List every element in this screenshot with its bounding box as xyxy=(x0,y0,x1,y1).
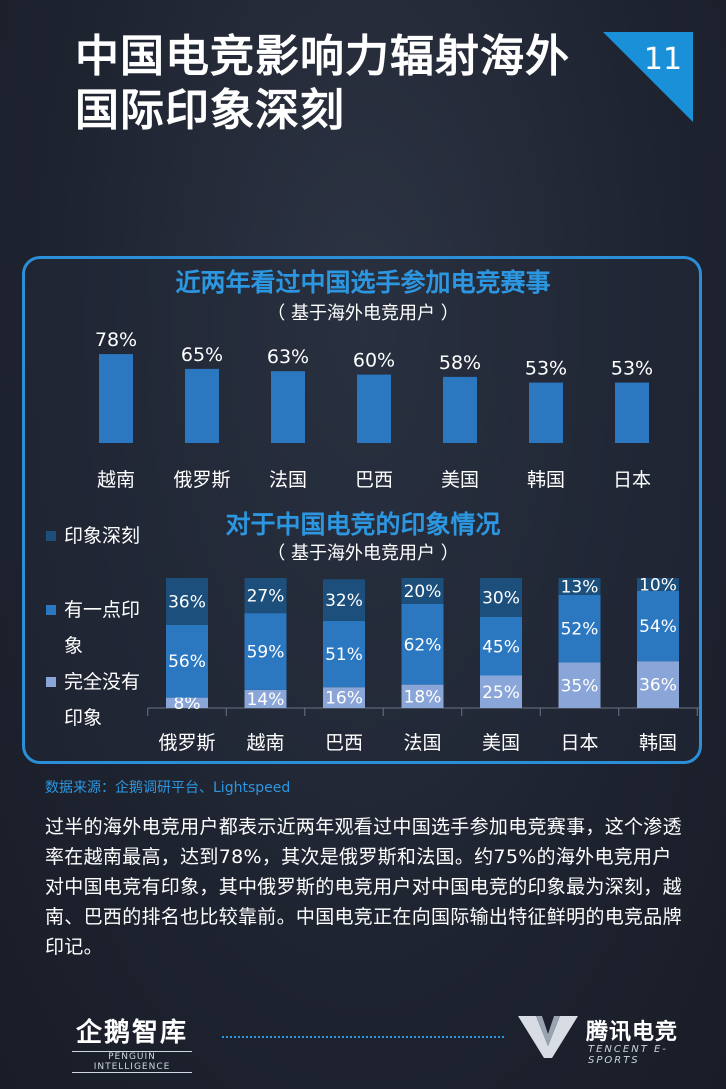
legend-swatch xyxy=(46,677,56,687)
bar-value-label: 53% xyxy=(611,358,653,380)
bar-7 xyxy=(615,382,649,443)
chart1-title: 近两年看过中国选手参加电竞赛事 xyxy=(175,268,550,297)
segment-value-label: 62% xyxy=(404,635,442,655)
segment-value-label: 25% xyxy=(482,683,520,703)
segment-value-label: 30% xyxy=(482,589,520,609)
bar-3 xyxy=(271,371,305,443)
bar-value-label: 63% xyxy=(267,346,309,368)
bar-4 xyxy=(357,374,391,443)
segment-value-label: 16% xyxy=(325,689,363,709)
legend-label: 印象深刻 xyxy=(64,525,140,547)
tencent-esports-text: 腾讯电竞 xyxy=(586,1020,679,1045)
stack-segment-1 xyxy=(637,661,679,708)
stack-segment-2 xyxy=(323,620,365,688)
tencent-esports-icon xyxy=(518,1016,578,1058)
stack-segment-2 xyxy=(401,604,444,685)
category-label: 日本 xyxy=(613,469,651,491)
segment-value-label: 36% xyxy=(168,592,206,612)
stack-segment-3 xyxy=(480,578,522,617)
chart-impression: 对于中国电竞的印象情况 （ 基于海外电竞用户 ） 印象深刻有一点印象完全没有印象… xyxy=(46,510,700,754)
segment-value-label: 14% xyxy=(247,690,285,710)
stack-segment-2 xyxy=(558,594,601,663)
tencent-esports-sub: TENCENT E-SPORTS xyxy=(588,1044,668,1066)
chart2-subtitle: （ 基于海外电竞用户 ） xyxy=(267,543,458,564)
stack-segment-3 xyxy=(401,578,444,604)
body-text: 过半的海外电竞用户都表示近两年观看过中国选手参加电竞赛事，这个渗透率在越南最高，… xyxy=(45,816,682,958)
segment-value-label: 27% xyxy=(247,587,285,607)
data-source: 数据来源：企鹅调研平台、Lightspeed xyxy=(45,780,291,796)
stack-segment-1 xyxy=(401,684,444,708)
tencent-esports-logo: 腾讯电竞 TENCENT E-SPORTS xyxy=(516,1012,706,1066)
bar-value-label: 53% xyxy=(525,358,567,380)
legend-swatch xyxy=(46,605,56,615)
category-label: 俄罗斯 xyxy=(173,469,230,491)
segment-value-label: 8% xyxy=(174,694,201,714)
category-label: 韩国 xyxy=(639,732,677,754)
segment-value-label: 35% xyxy=(561,676,599,696)
bar-6 xyxy=(529,382,563,443)
category-label: 日本 xyxy=(560,732,598,754)
bar-value-label: 58% xyxy=(439,352,481,374)
category-label: 美国 xyxy=(441,469,479,491)
bar-2 xyxy=(185,368,219,443)
penguin-logo-text: 企鹅智库 xyxy=(75,1018,188,1048)
stack-segment-2 xyxy=(480,617,522,676)
stack-segment-3 xyxy=(558,578,601,595)
stack-segment-3 xyxy=(244,578,287,614)
stack-segment-2 xyxy=(637,591,679,662)
category-label: 美国 xyxy=(482,732,520,754)
category-label: 越南 xyxy=(97,469,135,491)
category-label: 巴西 xyxy=(355,469,393,491)
footer-divider xyxy=(222,1036,504,1038)
legend-label: 有一点印象 xyxy=(64,599,140,657)
bar-value-label: 60% xyxy=(353,350,395,372)
category-label: 巴西 xyxy=(325,732,363,754)
stack-segment-1 xyxy=(244,689,287,708)
bar-value-label: 78% xyxy=(95,329,137,351)
page-title: 中国电竞影响力辐射海外国际印象深刻 xyxy=(75,31,570,136)
segment-value-label: 45% xyxy=(482,637,520,657)
stack-segment-1 xyxy=(480,675,522,708)
segment-value-label: 13% xyxy=(561,577,599,597)
segment-value-label: 36% xyxy=(639,676,677,696)
category-label: 法国 xyxy=(269,469,307,491)
page-number: 11 xyxy=(643,42,683,77)
segment-value-label: 59% xyxy=(247,642,285,662)
penguin-logo: 企鹅智库 PENGUIN INTELLIGENCE xyxy=(72,1012,192,1073)
stack-segment-3 xyxy=(166,578,208,625)
chart1-subtitle: （ 基于海外电竞用户 ） xyxy=(267,303,458,324)
category-label: 越南 xyxy=(246,732,284,754)
bar-5 xyxy=(443,376,477,443)
category-label: 韩国 xyxy=(527,469,565,491)
bar-value-label: 65% xyxy=(181,344,223,366)
penguin-logo-sub: PENGUIN INTELLIGENCE xyxy=(72,1051,192,1073)
chart-participation: 近两年看过中国选手参加电竞赛事 （ 基于海外电竞用户 ） 78% 越南 65% 俄罗斯… xyxy=(95,268,653,491)
stack-segment-3 xyxy=(637,578,679,591)
stack-segment-1 xyxy=(323,687,365,708)
segment-value-label: 51% xyxy=(325,645,363,665)
legend-label: 完全没有印象 xyxy=(64,671,140,729)
legend-swatch xyxy=(46,531,56,541)
chart2-title: 对于中国电竞的印象情况 xyxy=(225,510,500,539)
segment-value-label: 20% xyxy=(404,582,442,602)
stack-segment-2 xyxy=(244,613,287,690)
segment-value-label: 10% xyxy=(639,576,677,596)
category-label: 法国 xyxy=(403,732,441,754)
segment-value-label: 18% xyxy=(404,687,442,707)
category-label: 俄罗斯 xyxy=(158,732,215,754)
stack-segment-3 xyxy=(323,579,365,621)
segment-value-label: 52% xyxy=(561,620,599,640)
stack-segment-1 xyxy=(558,662,601,708)
bar-1 xyxy=(99,354,133,443)
stack-segment-2 xyxy=(166,624,208,698)
segment-value-label: 56% xyxy=(168,652,206,672)
segment-value-label: 32% xyxy=(325,591,363,611)
stack-segment-1 xyxy=(166,697,208,708)
segment-value-label: 54% xyxy=(639,617,677,637)
